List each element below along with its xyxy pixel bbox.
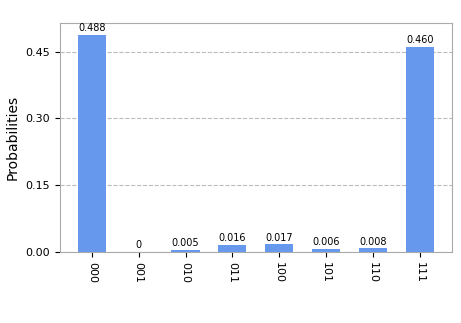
Bar bbox=[78, 35, 106, 252]
Bar bbox=[406, 47, 434, 252]
Bar bbox=[359, 248, 387, 252]
Text: 0.008: 0.008 bbox=[359, 236, 387, 246]
Text: 0.488: 0.488 bbox=[78, 23, 106, 33]
Bar bbox=[219, 245, 247, 252]
Y-axis label: Probabilities: Probabilities bbox=[6, 95, 20, 180]
Text: 0.460: 0.460 bbox=[406, 35, 434, 45]
Bar bbox=[312, 249, 340, 252]
Text: 0.006: 0.006 bbox=[313, 237, 340, 247]
Text: 0.017: 0.017 bbox=[266, 233, 293, 243]
Text: 0.005: 0.005 bbox=[172, 238, 199, 248]
Text: 0: 0 bbox=[136, 240, 142, 250]
Bar bbox=[265, 245, 293, 252]
Bar bbox=[171, 250, 200, 252]
Text: 0.016: 0.016 bbox=[219, 233, 246, 243]
